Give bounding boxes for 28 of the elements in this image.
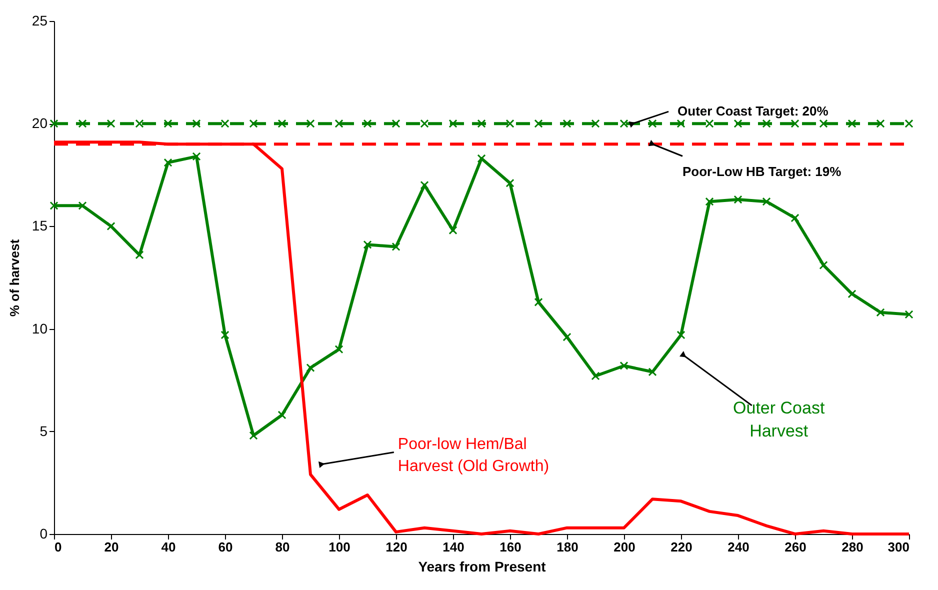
annotation: Outer Coast Harvest (733, 398, 825, 440)
x-tick-label: 20 (104, 540, 119, 554)
y-tick-label: 25 (32, 12, 48, 28)
y-tick-label: 20 (32, 115, 48, 132)
x-tick-label: 120 (386, 540, 408, 554)
x-tick-label: 220 (670, 540, 692, 554)
annotation: Outer Coast Target: 20% (678, 104, 829, 119)
x-tick-label: 40 (161, 540, 176, 554)
x-axis-title: Years from Present (418, 558, 546, 574)
y-tick-label: 10 (32, 320, 48, 336)
x-tick-label: 140 (442, 540, 464, 554)
annotation: Poor-Low HB Target: 19% (682, 164, 842, 180)
x-tick-label: 260 (784, 540, 806, 554)
y-tick-label: 0 (40, 526, 48, 542)
x-tick-label: 60 (218, 540, 233, 554)
x-tick-label: 160 (500, 540, 522, 554)
x-tick-label: 300 (888, 540, 910, 554)
x-tick-label: 240 (728, 540, 750, 554)
y-tick-label: 15 (32, 218, 48, 234)
x-tick-label: 180 (556, 540, 578, 554)
x-tick-label: 280 (842, 540, 864, 554)
x-tick-label: 80 (275, 540, 290, 554)
x-tick-label: 0 (54, 540, 62, 554)
annotation: Poor-low Hem/Bal Harvest (Old Growth) (398, 436, 550, 476)
x-tick-label: 200 (614, 540, 636, 554)
y-tick-label: 5 (40, 422, 48, 439)
x-tick-label: 100 (328, 540, 350, 554)
y-axis-title: % of harvest (6, 238, 22, 317)
